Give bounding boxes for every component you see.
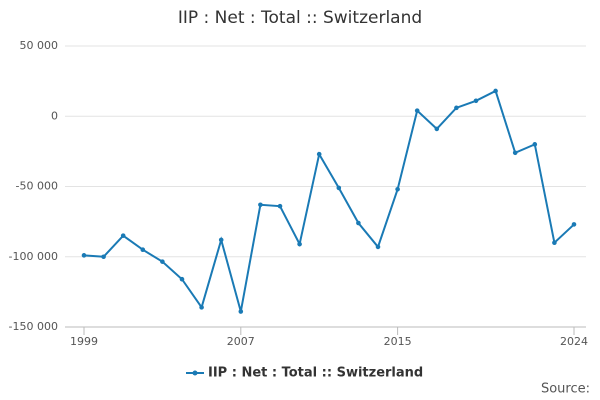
point — [375, 244, 381, 250]
point — [277, 203, 283, 209]
point — [297, 241, 302, 247]
x-tick-label: 1999 — [70, 335, 98, 348]
point — [512, 150, 518, 156]
x-tick-label: 2007 — [227, 335, 255, 348]
point — [571, 222, 577, 227]
point — [414, 108, 420, 113]
legend-marker — [192, 370, 198, 376]
point — [316, 151, 322, 157]
point — [218, 237, 224, 243]
x-tick-label: 2024 — [560, 335, 588, 348]
point — [81, 253, 87, 258]
y-tick-label: -50 000 — [16, 180, 58, 193]
point — [434, 126, 440, 132]
point — [395, 187, 400, 192]
point — [120, 233, 126, 238]
y-tick-label: -150 000 — [9, 320, 58, 333]
source: Source: — [541, 382, 590, 397]
legend-label: IIP : Net : Total :: Switzerland — [208, 366, 423, 381]
point — [454, 105, 459, 111]
point — [160, 259, 165, 264]
point — [336, 185, 342, 191]
point — [532, 142, 538, 147]
y-tick-label: -100 000 — [9, 250, 58, 263]
point — [493, 88, 498, 94]
point — [140, 247, 146, 253]
point — [473, 98, 479, 104]
x-tick-label: 2015 — [384, 335, 412, 348]
point — [258, 202, 263, 208]
y-tick-label: 50 000 — [20, 39, 59, 52]
point — [356, 220, 361, 226]
y-tick-label: 0 — [51, 109, 58, 122]
point — [179, 276, 185, 282]
point — [101, 254, 106, 260]
point — [238, 309, 244, 314]
point — [199, 305, 204, 310]
series-line — [83, 89, 575, 312]
chart-title: IIP : Net : Total :: Switzerland — [178, 8, 422, 28]
point — [552, 240, 557, 245]
